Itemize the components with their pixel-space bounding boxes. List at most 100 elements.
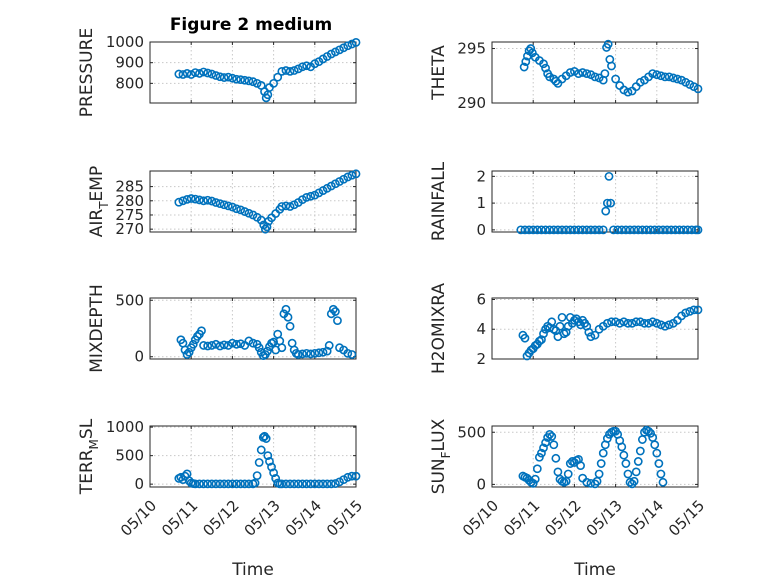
data-point [553, 467, 563, 477]
data-point [199, 479, 208, 489]
data-point [615, 318, 625, 328]
data-point [285, 202, 295, 211]
data-point [532, 225, 542, 235]
data-point [265, 83, 274, 92]
data-point [330, 479, 340, 488]
data-point [526, 44, 536, 53]
x-tick-label: 05/12 [199, 497, 242, 540]
y-tick-label: 6 [476, 290, 486, 308]
data-point [190, 479, 200, 489]
data-point [555, 321, 565, 331]
x-tick-label: 05/14 [624, 497, 667, 540]
y-tick-label: 285 [115, 178, 144, 196]
data-point [549, 440, 559, 450]
data-point [236, 479, 246, 489]
x-axis-label: Time [573, 560, 616, 580]
data-point [574, 225, 583, 235]
axes-box [491, 297, 699, 360]
data-point [570, 225, 579, 235]
data-point [186, 70, 196, 79]
data-point [578, 225, 588, 235]
data-point [654, 459, 664, 468]
data-point [520, 333, 530, 343]
data-point [232, 204, 241, 214]
y-tick-label: 900 [115, 54, 144, 72]
data-point [236, 205, 246, 215]
y-tick-label: 0 [134, 348, 144, 366]
data-point [576, 461, 585, 471]
data-point [248, 77, 258, 87]
y-axis-label: RAINFALL [429, 161, 449, 241]
data-point [586, 225, 596, 235]
subplot-rainfall: 0 1 2 RAINFALL [429, 161, 703, 241]
data-point [271, 474, 281, 483]
data-point [549, 225, 559, 235]
data-point [227, 338, 237, 348]
data-point [351, 471, 361, 481]
data-point [306, 349, 316, 359]
data-point [195, 479, 204, 489]
data-point [351, 169, 361, 179]
data-point [642, 225, 651, 235]
data-point [617, 442, 627, 452]
data-point [244, 76, 254, 86]
axes-box [149, 41, 357, 104]
data-point [530, 474, 540, 484]
data-point [328, 304, 338, 314]
x-tick-label: 05/10 [117, 497, 160, 540]
data-point [227, 479, 237, 489]
data-point [302, 192, 311, 202]
data-point [267, 462, 276, 472]
data-point [211, 479, 221, 489]
data-point [310, 479, 320, 489]
y-tick-label: 800 [115, 74, 144, 92]
data-point [195, 69, 204, 78]
y-axis-label: AIRTEMP [87, 166, 111, 237]
data-point [644, 426, 653, 436]
data-point [621, 225, 631, 235]
y-tick-label: 1000 [106, 418, 144, 436]
x-tick-label: 05/10 [459, 497, 502, 540]
data-point [223, 201, 233, 211]
data-point [211, 71, 221, 80]
y-tick-label: 0 [476, 221, 486, 239]
x-tick-label: 05/15 [323, 497, 366, 540]
data-point [262, 222, 272, 232]
data-point [660, 72, 670, 82]
data-point [623, 87, 633, 97]
data-point [277, 343, 287, 353]
data-point [547, 432, 557, 441]
data-point [277, 66, 287, 76]
data-point [298, 349, 307, 359]
data-point [283, 312, 293, 322]
data-point [199, 67, 208, 77]
data-point [197, 326, 206, 336]
data-point [227, 202, 237, 212]
data-point [534, 452, 544, 462]
data-point [215, 72, 225, 82]
data-point [256, 445, 266, 455]
data-point [285, 66, 295, 76]
data-point [652, 70, 662, 80]
data-point [277, 202, 287, 211]
data-point [662, 225, 672, 235]
data-point [545, 429, 555, 439]
data-point [219, 200, 229, 210]
data-point [565, 225, 575, 235]
data-point [263, 451, 273, 461]
data-point [281, 479, 291, 489]
data-point [236, 75, 246, 85]
subplot-mixdepth: 0 500 MIXDEPTH [87, 284, 357, 373]
data-point [640, 427, 649, 437]
y-tick-label: 0 [476, 475, 486, 493]
data-point [318, 479, 328, 489]
data-point [236, 339, 246, 349]
data-point [660, 321, 670, 331]
data-point [687, 225, 697, 235]
data-point [590, 330, 600, 340]
data-point [623, 469, 633, 479]
data-point [623, 318, 633, 328]
